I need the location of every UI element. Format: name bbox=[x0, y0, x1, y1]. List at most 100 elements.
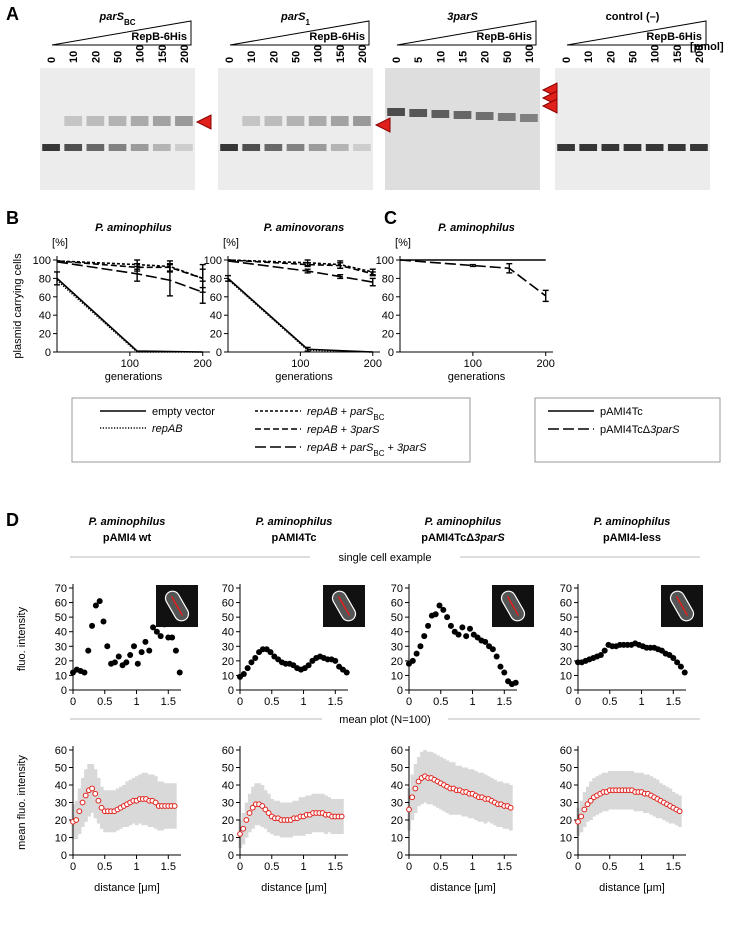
y-axis-label: plasmid carrying cells bbox=[12, 253, 24, 359]
gel-title: parS1 bbox=[280, 11, 310, 27]
point bbox=[246, 810, 253, 816]
y-tick-label: 70 bbox=[222, 583, 234, 595]
point bbox=[447, 622, 454, 629]
point bbox=[338, 813, 345, 820]
y-tick-label: 60 bbox=[391, 598, 403, 610]
gel-band bbox=[330, 116, 349, 126]
x-tick-label: 0 bbox=[406, 696, 412, 708]
text-part: BC bbox=[373, 449, 384, 458]
gel-band bbox=[42, 144, 60, 151]
point bbox=[409, 657, 416, 664]
point bbox=[259, 803, 266, 809]
y-tick-label: 0 bbox=[397, 685, 403, 697]
point bbox=[578, 813, 585, 820]
x-tick-label: 200 bbox=[364, 358, 382, 370]
header-species: P. aminophilus bbox=[425, 516, 502, 528]
y-tick-label: 100 bbox=[376, 255, 394, 267]
point bbox=[111, 659, 118, 666]
point bbox=[243, 817, 250, 823]
y-tick-label: 30 bbox=[222, 798, 234, 810]
header-species: P. aminophilus bbox=[89, 516, 166, 528]
gel-band bbox=[453, 111, 472, 119]
text-part: pAMI4 wt bbox=[103, 532, 152, 544]
point bbox=[332, 657, 339, 664]
point bbox=[425, 622, 432, 629]
point bbox=[265, 810, 272, 816]
y-tick-label: 80 bbox=[210, 273, 222, 285]
y-tick-label: 20 bbox=[39, 329, 51, 341]
y-tick-label: 0 bbox=[228, 850, 234, 862]
legend-label: pAMI4Tc bbox=[600, 406, 643, 418]
y-tick-label: 80 bbox=[39, 273, 51, 285]
point bbox=[676, 808, 683, 815]
error-bar bbox=[134, 265, 141, 282]
text-part: BC bbox=[373, 413, 384, 422]
error-bar bbox=[54, 271, 60, 286]
series-line bbox=[56, 261, 203, 293]
y-axis-label: mean fluo. intensity bbox=[16, 755, 28, 850]
point bbox=[252, 654, 259, 661]
point bbox=[248, 659, 255, 666]
series-line bbox=[227, 278, 373, 353]
gel-band bbox=[353, 116, 371, 126]
wedge-label: RepB-6His bbox=[646, 31, 702, 43]
text-part: pAMI4Tc bbox=[600, 406, 643, 418]
series-line bbox=[227, 260, 373, 283]
y-tick-label: 20 bbox=[560, 656, 572, 668]
point bbox=[489, 646, 496, 653]
text-part: 3parS bbox=[447, 11, 478, 23]
point bbox=[507, 804, 514, 811]
point bbox=[413, 650, 420, 657]
lane-label: 200 bbox=[357, 45, 369, 63]
x-tick-label: 1.5 bbox=[497, 696, 512, 708]
text-part: parS bbox=[280, 11, 306, 23]
y-tick-label: 0 bbox=[566, 685, 572, 697]
point bbox=[455, 631, 462, 638]
y-tick-label: 0 bbox=[397, 850, 403, 862]
point bbox=[497, 663, 504, 670]
header-strain: pAMI4-less bbox=[603, 532, 661, 544]
point bbox=[92, 602, 99, 609]
y-tick-label: 10 bbox=[55, 670, 67, 682]
point bbox=[152, 799, 159, 806]
y-tick-label: 10 bbox=[391, 833, 403, 845]
x-axis-label: distance [μm] bbox=[599, 882, 665, 894]
gel-band bbox=[387, 108, 405, 116]
x-tick-label: 1 bbox=[133, 861, 139, 873]
point bbox=[176, 669, 183, 676]
text-part: BC bbox=[124, 18, 136, 27]
gel-title: control (–) bbox=[606, 11, 660, 23]
point bbox=[674, 659, 681, 666]
point bbox=[512, 679, 519, 686]
point bbox=[444, 614, 451, 621]
gel-band bbox=[409, 109, 428, 117]
point bbox=[95, 797, 102, 804]
point bbox=[244, 665, 251, 672]
wedge-label: RepB-6His bbox=[476, 31, 532, 43]
wedge bbox=[396, 20, 537, 46]
legend-label: repAB + parSBC bbox=[307, 406, 385, 422]
point bbox=[89, 785, 95, 792]
point bbox=[98, 804, 105, 811]
y-tick-label: 60 bbox=[560, 745, 572, 757]
y-tick-label: 50 bbox=[55, 612, 67, 624]
y-tick-label: 40 bbox=[210, 310, 222, 322]
gel-band bbox=[86, 116, 105, 126]
text-part: 3parS bbox=[350, 424, 380, 436]
legend-frame bbox=[71, 397, 471, 463]
point bbox=[409, 794, 416, 801]
y-unit: [%] bbox=[395, 237, 411, 249]
gel-band bbox=[330, 144, 349, 151]
gel-band bbox=[286, 144, 305, 151]
gel-band bbox=[175, 116, 193, 126]
point bbox=[601, 647, 608, 654]
caption: single cell example bbox=[339, 552, 432, 564]
point bbox=[127, 652, 134, 659]
point bbox=[343, 669, 350, 676]
y-tick-label: 0 bbox=[388, 347, 394, 359]
panel-label: B bbox=[6, 208, 19, 228]
gel-band bbox=[308, 116, 327, 126]
cell-axis bbox=[675, 596, 689, 616]
x-tick-label: 0.5 bbox=[602, 696, 617, 708]
point bbox=[130, 643, 137, 650]
